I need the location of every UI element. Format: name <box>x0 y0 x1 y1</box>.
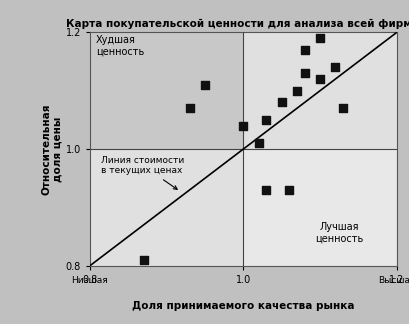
Point <box>187 106 193 111</box>
Y-axis label: Относительная
доля цены: Относительная доля цены <box>41 103 63 195</box>
Point <box>294 88 300 93</box>
Point <box>263 117 270 122</box>
Text: Худшая
ценность: Худшая ценность <box>96 35 144 57</box>
Point <box>255 141 262 146</box>
Point <box>140 257 147 262</box>
Point <box>240 123 247 128</box>
Text: Высшая: Высшая <box>378 276 409 285</box>
Point <box>317 36 324 41</box>
Text: Лучшая
ценность: Лучшая ценность <box>315 222 363 244</box>
Bar <box>243 149 397 266</box>
Point <box>286 187 293 192</box>
Point <box>263 187 270 192</box>
Text: Низшая: Низшая <box>72 276 108 285</box>
Bar <box>90 32 243 149</box>
X-axis label: Доля принимаемого качества рынка: Доля принимаемого качества рынка <box>132 301 355 311</box>
Point <box>332 65 339 70</box>
Point <box>340 106 346 111</box>
Point <box>301 47 308 52</box>
Point <box>317 76 324 82</box>
Title: Карта покупательской ценности для анализа всей фирмы: Карта покупательской ценности для анализ… <box>66 19 409 29</box>
Point <box>301 71 308 76</box>
Point <box>279 100 285 105</box>
Point <box>202 82 208 87</box>
Text: Линия стоимости
в текущих ценах: Линия стоимости в текущих ценах <box>101 156 185 189</box>
